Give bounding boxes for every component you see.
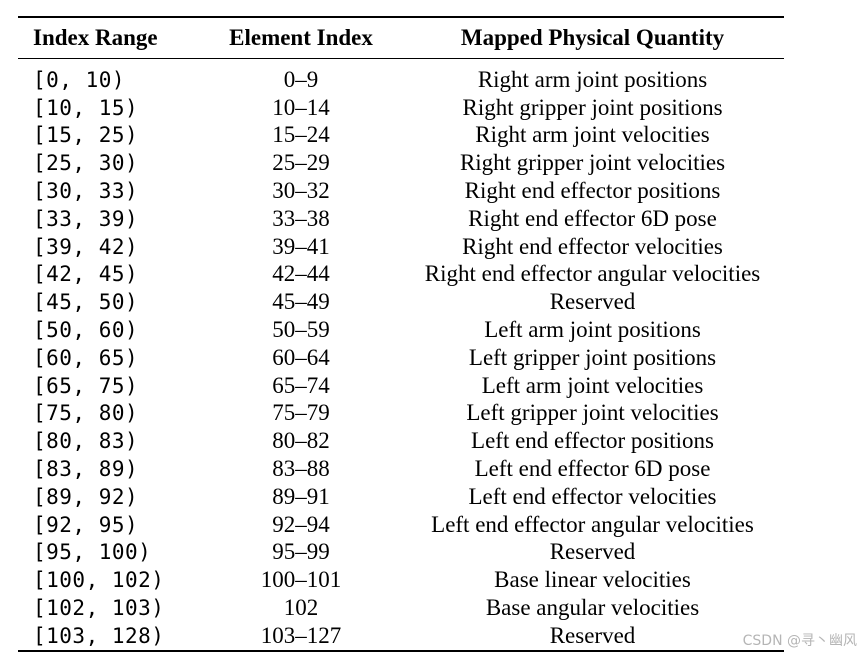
- table-row: [10, 15) 10–14 Right gripper joint positio…: [18, 94, 784, 122]
- cell-element-index: 10–14: [272, 94, 330, 120]
- cell-index-range: [30, 33): [33, 179, 139, 204]
- cell-element-index: 60–64: [272, 344, 330, 370]
- table-row: [60, 65) 60–64 Left gripper joint position…: [18, 344, 784, 372]
- table-row: [75, 80) 75–79 Left gripper joint velociti…: [18, 400, 784, 428]
- cell-element-index: 89–91: [272, 483, 330, 509]
- cell-mapped-quantity: Base angular velocities: [485, 595, 700, 621]
- cell-mapped-quantity: Left end effector positions: [471, 428, 714, 454]
- table-row: [102, 103) 102 Base angular velocities: [18, 594, 784, 622]
- table-row: [83, 89) 83–88 Left end effector 6D pose: [18, 455, 784, 483]
- cell-element-index: 95–99: [272, 539, 330, 565]
- table-row: [45, 50) 45–49 Reserved: [18, 288, 784, 316]
- cell-mapped-quantity: Left end effector velocities: [468, 483, 717, 509]
- cell-index-range: [83, 89): [33, 457, 139, 482]
- cell-index-range: [103, 128): [33, 623, 165, 648]
- cell-index-range: [92, 95): [33, 512, 139, 537]
- cell-mapped-quantity: Left arm joint positions: [484, 317, 701, 343]
- cell-index-range: [0, 10): [33, 67, 126, 92]
- cell-element-index: 45–49: [272, 289, 330, 315]
- cell-index-range: [33, 39): [33, 206, 139, 231]
- cell-element-index: 102: [283, 595, 319, 621]
- cell-index-range: [75, 80): [33, 401, 139, 426]
- cell-index-range: [60, 65): [33, 345, 139, 370]
- cell-index-range: [80, 83): [33, 429, 139, 454]
- cell-mapped-quantity: Base linear velocities: [494, 567, 691, 593]
- index-mapping-table-container: Index Range Element Index Mapped Physica…: [18, 16, 784, 652]
- cell-mapped-quantity: Left gripper joint velocities: [466, 400, 719, 426]
- cell-element-index: 100–101: [260, 567, 342, 593]
- cell-index-range: [50, 60): [33, 318, 139, 343]
- header-mapped-quantity: Mapped Physical Quantity: [401, 17, 784, 59]
- cell-mapped-quantity: Right arm joint positions: [477, 66, 708, 92]
- cell-element-index: 65–74: [272, 372, 330, 398]
- cell-element-index: 92–94: [272, 511, 330, 537]
- cell-element-index: 75–79: [272, 400, 330, 426]
- table-row: [39, 42) 39–41 Right end effector velociti…: [18, 233, 784, 261]
- cell-mapped-quantity: Left end effector 6D pose: [474, 456, 711, 482]
- cell-index-range: [42, 45): [33, 262, 139, 287]
- cell-index-range: [45, 50): [33, 290, 139, 315]
- header-index-range: Index Range: [18, 17, 201, 59]
- cell-element-index: 83–88: [272, 456, 330, 482]
- cell-element-index: 0–9: [283, 66, 319, 92]
- cell-index-range: [100, 102): [33, 568, 165, 593]
- cell-element-index: 103–127: [260, 622, 342, 648]
- cell-mapped-quantity: Right gripper joint velocities: [459, 150, 726, 176]
- cell-element-index: 30–32: [272, 178, 330, 204]
- table-row: [95, 100) 95–99 Reserved: [18, 539, 784, 567]
- table-row: [33, 39) 33–38 Right end effector 6D pose: [18, 205, 784, 233]
- table-row: [89, 92) 89–91 Left end effector velocitie…: [18, 483, 784, 511]
- table-row: [15, 25) 15–24 Right arm joint velocities: [18, 122, 784, 150]
- cell-mapped-quantity: Right end effector 6D pose: [468, 205, 717, 231]
- cell-index-range: [95, 100): [33, 540, 152, 565]
- cell-mapped-quantity: Reserved: [549, 289, 636, 315]
- index-mapping-table: Index Range Element Index Mapped Physica…: [18, 16, 784, 652]
- table-row: [92, 95) 92–94 Left end effector angular v…: [18, 511, 784, 539]
- cell-index-range: [39, 42): [33, 234, 139, 259]
- cell-mapped-quantity: Right end effector angular velocities: [424, 261, 761, 287]
- cell-element-index: 39–41: [272, 233, 330, 259]
- cell-index-range: [102, 103): [33, 596, 165, 621]
- cell-mapped-quantity: Reserved: [549, 622, 636, 648]
- cell-mapped-quantity: Right end effector velocities: [462, 233, 723, 259]
- table-row: [25, 30) 25–29 Right gripper joint velocit…: [18, 149, 784, 177]
- cell-mapped-quantity: Left arm joint velocities: [481, 372, 704, 398]
- table-row: [50, 60) 50–59 Left arm joint positions: [18, 316, 784, 344]
- table-row: [103, 128) 103–127 Reserved: [18, 622, 784, 651]
- cell-mapped-quantity: Left gripper joint positions: [468, 344, 717, 370]
- cell-element-index: 80–82: [272, 428, 330, 454]
- cell-mapped-quantity: Right arm joint velocities: [475, 122, 710, 148]
- cell-index-range: [15, 25): [33, 123, 139, 148]
- table-row: [65, 75) 65–74 Left arm joint velocities: [18, 372, 784, 400]
- table-row: [100, 102) 100–101 Base linear velocities: [18, 566, 784, 594]
- cell-element-index: 25–29: [272, 150, 330, 176]
- cell-element-index: 42–44: [272, 261, 330, 287]
- table-row: [42, 45) 42–44 Right end effector angular …: [18, 261, 784, 289]
- header-element-index: Element Index: [201, 17, 401, 59]
- cell-mapped-quantity: Right end effector positions: [464, 178, 721, 204]
- table-row: [30, 33) 30–32 Right end effector position…: [18, 177, 784, 205]
- watermark: CSDN @寻丶幽风: [742, 633, 857, 649]
- cell-index-range: [10, 15): [33, 95, 139, 120]
- cell-element-index: 15–24: [272, 122, 330, 148]
- cell-element-index: 33–38: [272, 205, 330, 231]
- table-body: [0, 10) 0–9 Right arm joint positions [10, …: [18, 59, 784, 651]
- cell-index-range: [65, 75): [33, 373, 139, 398]
- cell-mapped-quantity: Right gripper joint positions: [462, 94, 723, 120]
- table-row: [0, 10) 0–9 Right arm joint positions: [18, 59, 784, 94]
- table-header-row: Index Range Element Index Mapped Physica…: [18, 17, 784, 59]
- cell-mapped-quantity: Left end effector angular velocities: [431, 511, 754, 537]
- cell-index-range: [25, 30): [33, 151, 139, 176]
- cell-element-index: 50–59: [272, 317, 330, 343]
- table-row: [80, 83) 80–82 Left end effector positions: [18, 427, 784, 455]
- cell-index-range: [89, 92): [33, 484, 139, 509]
- cell-mapped-quantity: Reserved: [549, 539, 636, 565]
